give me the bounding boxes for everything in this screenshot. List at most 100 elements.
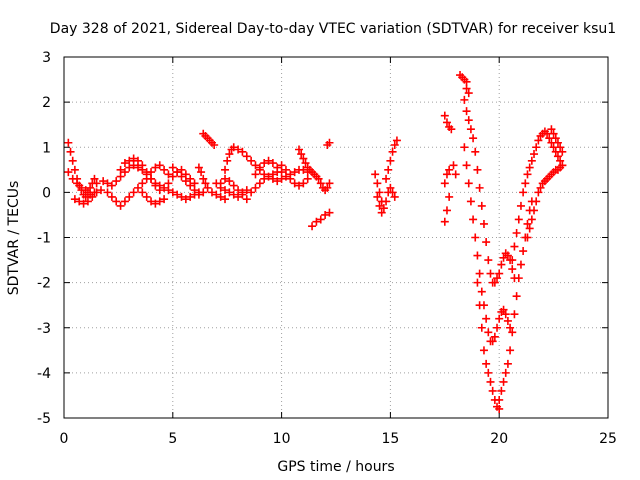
data-point bbox=[138, 188, 147, 197]
data-point bbox=[314, 174, 323, 183]
data-point bbox=[553, 138, 562, 147]
y-tick-label: -1 bbox=[37, 231, 51, 247]
data-point bbox=[120, 168, 129, 177]
data-point bbox=[129, 161, 138, 170]
data-point bbox=[229, 190, 238, 199]
data-point bbox=[290, 168, 299, 177]
data-point bbox=[519, 188, 528, 197]
data-point bbox=[325, 208, 334, 217]
data-point bbox=[303, 174, 312, 183]
data-point bbox=[286, 174, 295, 183]
data-point bbox=[234, 192, 243, 201]
data-point bbox=[473, 278, 482, 287]
data-point bbox=[281, 172, 290, 181]
data-point bbox=[147, 174, 156, 183]
data-point bbox=[168, 172, 177, 181]
data-point bbox=[70, 195, 79, 204]
data-point bbox=[482, 314, 491, 323]
data-point bbox=[503, 359, 512, 368]
data-point bbox=[68, 156, 77, 165]
data-point bbox=[471, 233, 480, 242]
data-point bbox=[523, 219, 532, 228]
data-point bbox=[495, 395, 504, 404]
data-point bbox=[299, 179, 308, 188]
data-point bbox=[445, 192, 454, 201]
data-point bbox=[295, 145, 304, 154]
data-point bbox=[510, 242, 519, 251]
data-point bbox=[295, 181, 304, 190]
data-point bbox=[238, 190, 247, 199]
data-point bbox=[475, 183, 484, 192]
data-point bbox=[484, 256, 493, 265]
data-point bbox=[290, 179, 299, 188]
data-point bbox=[225, 177, 234, 186]
data-point bbox=[242, 195, 251, 204]
data-point bbox=[277, 161, 286, 170]
data-point bbox=[497, 260, 506, 269]
data-point bbox=[462, 84, 471, 93]
data-point bbox=[551, 134, 560, 143]
data-point bbox=[203, 183, 212, 192]
data-point bbox=[177, 165, 186, 174]
data-point bbox=[462, 77, 471, 86]
data-point bbox=[392, 136, 401, 145]
data-point bbox=[133, 156, 142, 165]
data-point bbox=[477, 323, 486, 332]
data-point bbox=[479, 346, 488, 355]
data-point bbox=[221, 174, 230, 183]
data-point bbox=[379, 204, 388, 213]
data-point bbox=[508, 328, 517, 337]
data-point bbox=[75, 197, 84, 206]
data-point bbox=[447, 125, 456, 134]
data-point bbox=[234, 145, 243, 154]
data-point bbox=[277, 168, 286, 177]
data-point bbox=[155, 197, 164, 206]
data-point bbox=[199, 188, 208, 197]
data-point bbox=[107, 181, 116, 190]
data-point bbox=[120, 197, 129, 206]
data-point bbox=[484, 368, 493, 377]
data-point bbox=[493, 274, 502, 283]
data-point bbox=[221, 195, 230, 204]
data-point bbox=[532, 143, 541, 152]
data-point bbox=[325, 138, 334, 147]
data-point bbox=[525, 163, 534, 172]
data-point bbox=[442, 170, 451, 179]
data-point bbox=[556, 156, 565, 165]
data-point bbox=[216, 192, 225, 201]
data-point bbox=[210, 140, 219, 149]
data-point bbox=[516, 260, 525, 269]
data-point bbox=[223, 156, 232, 165]
data-point bbox=[510, 310, 519, 319]
data-point bbox=[442, 206, 451, 215]
data-point bbox=[229, 143, 238, 152]
data-point bbox=[488, 386, 497, 395]
data-point bbox=[225, 150, 234, 159]
data-point bbox=[242, 152, 251, 161]
data-point bbox=[133, 163, 142, 172]
data-point bbox=[495, 269, 504, 278]
data-point bbox=[99, 177, 108, 186]
x-axis-label: GPS time / hours bbox=[277, 459, 394, 475]
data-point bbox=[264, 172, 273, 181]
data-point bbox=[277, 174, 286, 183]
data-point bbox=[155, 161, 164, 170]
data-point bbox=[242, 186, 251, 195]
data-point bbox=[164, 179, 173, 188]
data-point bbox=[168, 163, 177, 172]
data-point bbox=[116, 172, 125, 181]
data-point bbox=[112, 177, 121, 186]
y-tick-label: -4 bbox=[37, 366, 51, 382]
data-point bbox=[440, 179, 449, 188]
data-point bbox=[212, 190, 221, 199]
data-point bbox=[440, 111, 449, 120]
data-point bbox=[251, 161, 260, 170]
data-point bbox=[534, 136, 543, 145]
data-point bbox=[66, 147, 75, 156]
data-point bbox=[382, 197, 391, 206]
data-point bbox=[125, 192, 134, 201]
data-point bbox=[527, 215, 536, 224]
data-point bbox=[125, 156, 134, 165]
data-point bbox=[186, 174, 195, 183]
data-point bbox=[221, 186, 230, 195]
